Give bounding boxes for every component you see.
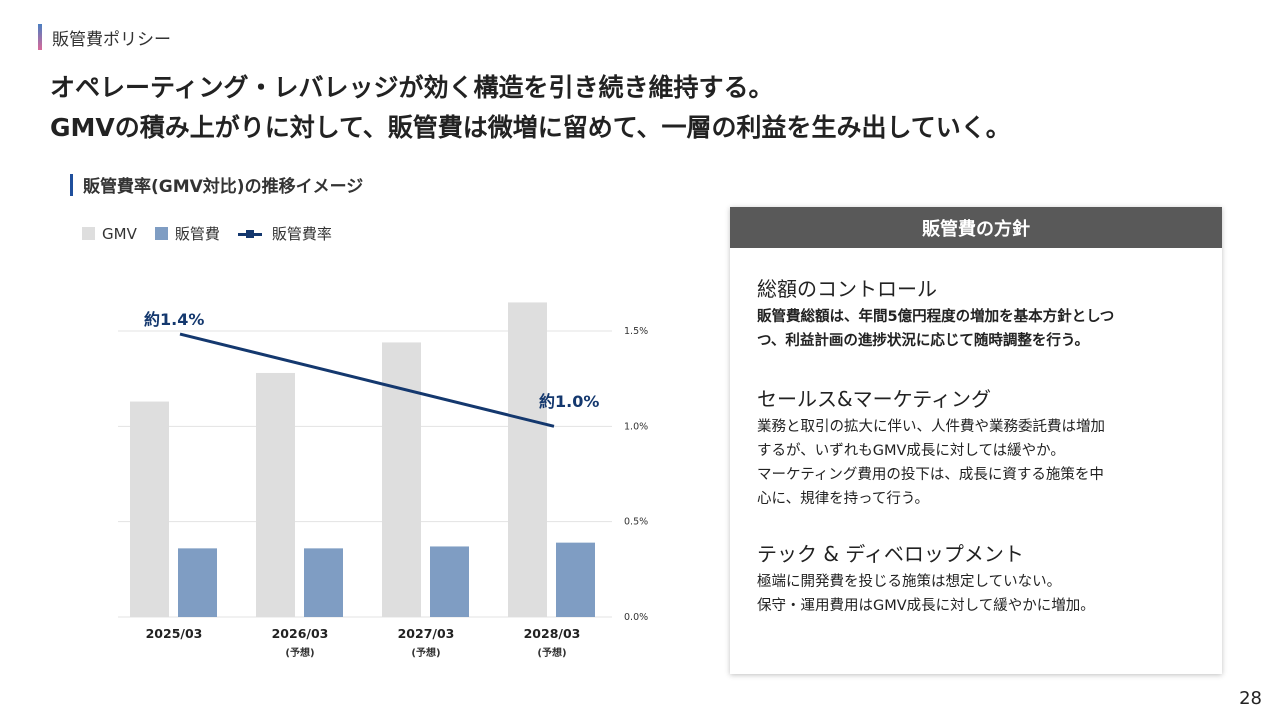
policy-sales-marketing: セールス&マーケティング 業務と取引の拡大に伴い、人件費や業務委託費は増加 する… xyxy=(757,385,1105,511)
sga-ratio-chart: 0.0% 0.5% 1.0% 1.5% 2025/03 2026/03 (予想) 2027/0… xyxy=(118,302,648,659)
chart-title-text: 販管費率(GMV対比)の推移イメージ xyxy=(83,177,364,197)
policy-line: 販管費総額は、年間5億円程度の増加を基本方針としつ xyxy=(757,309,1115,325)
x-tick-label: 2025/03 xyxy=(146,626,203,641)
policy-line: つ、利益計画の進捗状況に応じて随時調整を行う。 xyxy=(757,333,1090,349)
annotation-start: 約1.4% xyxy=(144,310,204,329)
ratio-line xyxy=(179,332,555,428)
legend-item-ratio: 販管費率 xyxy=(237,223,332,244)
policy-line: 心に、規律を持って行う。 xyxy=(757,491,929,507)
policy-line: マーケティング費用の投下は、成長に資する施策を中 xyxy=(757,467,1104,483)
headline-line-1: オペレーティング・レバレッジが効く構造を引き続き維持する。 xyxy=(50,73,774,102)
policy-line: するが、いずれもGMV成長に対しては緩やか。 xyxy=(757,443,1065,459)
x-tick-label: 2028/03 xyxy=(524,626,581,641)
section-accent-bar xyxy=(38,24,42,50)
legend-label-gmv: GMV xyxy=(102,224,137,243)
x-tick-note: (予想) xyxy=(285,646,314,659)
legend-item-gmv: GMV xyxy=(82,225,137,243)
bar-gmv xyxy=(508,302,547,617)
policy-tech-development: テック & ディベロップメント 極端に開発費を投じる施策は想定していない。 保守… xyxy=(757,540,1095,618)
right-axis-tick-label: 1.5% xyxy=(624,326,648,337)
bar-sga xyxy=(304,548,343,617)
policy-line: 極端に開発費を投じる施策は想定していない。 xyxy=(757,574,1062,590)
x-tick-note: (予想) xyxy=(411,646,440,659)
x-tick-label: 2027/03 xyxy=(398,626,455,641)
policy-panel: 販管費の方針 総額のコントロール 販管費総額は、年間5億円程度の増加を基本方針と… xyxy=(730,207,1222,674)
legend-item-sga: 販管費 xyxy=(154,223,220,244)
bar-gmv xyxy=(256,372,295,617)
right-axis-tick-label: 0.0% xyxy=(624,612,648,623)
legend-label-sga: 販管費 xyxy=(174,225,220,243)
policy-line: 業務と取引の拡大に伴い、人件費や業務委託費は増加 xyxy=(757,419,1105,435)
chart-title-accent xyxy=(70,173,73,196)
x-tick-note: (予想) xyxy=(537,646,566,659)
right-axis-tick-label: 1.0% xyxy=(624,421,648,432)
headline: オペレーティング・レバレッジが効く構造を引き続き維持する。 GMVの積み上がりに… xyxy=(50,68,1011,148)
section-title: 販管費ポリシー xyxy=(52,29,171,50)
legend-label-ratio: 販管費率 xyxy=(271,225,332,243)
policy-line: 保守・運用費用はGMV成長に対して緩やかに増加。 xyxy=(757,598,1095,614)
x-tick-label: 2026/03 xyxy=(272,626,329,641)
chart-legend: GMV 販管費 販管費率 xyxy=(82,223,350,244)
bar-gmv xyxy=(382,342,421,617)
bar-gmv xyxy=(130,401,169,617)
right-axis-tick-label: 0.5% xyxy=(624,517,648,528)
legend-swatch-gmv xyxy=(82,227,95,240)
page-number: 28 xyxy=(1239,688,1262,709)
policy-heading: テック & ディベロップメント xyxy=(757,542,1024,566)
policy-panel-title: 販管費の方針 xyxy=(730,207,1222,248)
legend-swatch-ratio xyxy=(237,228,262,240)
bar-sga xyxy=(178,548,217,617)
section-tag: 販管費ポリシー xyxy=(38,24,171,50)
bar-sga xyxy=(430,546,469,617)
bar-sga xyxy=(556,542,595,617)
headline-line-2: GMVの積み上がりに対して、販管費は微増に留めて、一層の利益を生み出していく。 xyxy=(50,113,1011,142)
policy-total-control: 総額のコントロール 販管費総額は、年間5億円程度の増加を基本方針としつ つ、利益… xyxy=(757,275,1114,353)
policy-heading: セールス&マーケティング xyxy=(757,387,991,411)
annotation-end: 約1.0% xyxy=(539,392,599,411)
legend-swatch-sga xyxy=(154,227,168,240)
policy-heading: 総額のコントロール xyxy=(757,277,937,301)
chart-title: 販管費率(GMV対比)の推移イメージ xyxy=(70,172,363,197)
